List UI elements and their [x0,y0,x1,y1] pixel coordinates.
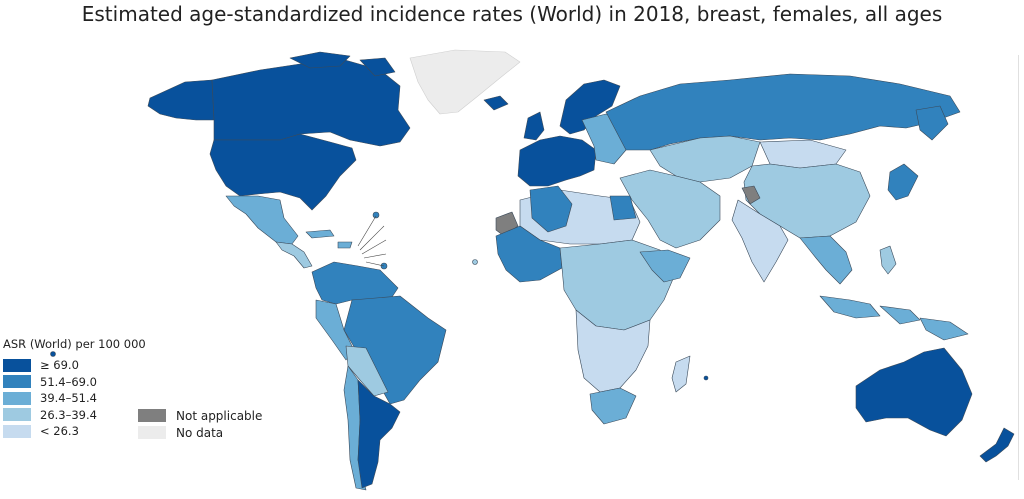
legend-swatch [3,391,31,405]
legend-swatch [3,408,31,422]
region-western-europe[interactable] [517,135,597,187]
legend: ASR (World) per 100 000 ≥ 69.0 51.4–69.0… [3,337,146,440]
legend-label: Not applicable [176,408,263,423]
legend-item: Not applicable [138,407,262,424]
legend-special: Not applicable No data [138,407,262,441]
region-madagascar[interactable] [671,355,691,393]
region-west-africa[interactable] [495,225,563,283]
region-island-dot[interactable] [50,351,56,357]
region-japan[interactable] [887,163,919,201]
map-frame-edge [1018,55,1019,480]
legend-item: ≥ 69.0 [3,357,146,374]
region-new-zealand[interactable] [979,427,1015,463]
region-middle-east[interactable] [619,169,721,249]
region-southeast-asia[interactable] [799,235,853,285]
region-kamchatka[interactable] [915,105,949,141]
region-southern-africa[interactable] [575,309,651,393]
region-south-africa[interactable] [589,387,637,425]
legend-item: 39.4–51.4 [3,390,146,407]
region-central-america[interactable] [275,241,313,269]
legend-label: 51.4–69.0 [40,374,97,389]
region-egypt[interactable] [609,195,637,221]
region-indonesia[interactable] [819,295,969,341]
region-china[interactable] [743,163,871,239]
legend-item: 51.4–69.0 [3,374,146,391]
region-greenland[interactable] [409,49,521,115]
region-australia[interactable] [855,347,973,437]
legend-item: No data [138,424,262,441]
region-scandinavia[interactable] [559,79,621,135]
region-uk-ireland[interactable] [523,111,545,141]
region-argentina[interactable] [357,379,401,489]
region-mongolia[interactable] [759,139,847,169]
region-usa[interactable] [209,133,357,211]
region-mexico[interactable] [225,195,299,245]
legend-swatch [3,358,31,372]
region-canada-islands[interactable] [289,51,396,77]
region-india[interactable] [731,199,789,283]
legend-label: 26.3–39.4 [40,407,97,422]
region-algeria[interactable] [529,185,573,233]
region-philippines[interactable] [879,245,897,275]
region-not-applicable-kashmir[interactable] [741,185,761,205]
legend-swatch [3,375,31,389]
legend-label: ≥ 69.0 [40,358,79,373]
legend-swatch [138,409,166,422]
region-caribbean[interactable] [305,229,353,249]
legend-label: < 26.3 [40,424,79,439]
region-russia[interactable] [605,73,961,151]
legend-item: 26.3–39.4 [3,407,146,424]
map-title: Estimated age-standardized incidence rat… [81,2,943,26]
legend-title: ASR (World) per 100 000 [3,337,146,351]
region-island-dot[interactable] [703,375,709,381]
region-east-africa-horn[interactable] [639,249,691,283]
region-island-dot[interactable] [372,211,380,219]
legend-swatch [138,426,166,439]
region-iceland[interactable] [483,95,509,111]
legend-item: < 26.3 [3,423,146,440]
legend-label: 39.4–51.4 [40,391,97,406]
legend-label: No data [176,425,224,440]
region-island-dot[interactable] [472,259,478,265]
legend-swatch [3,424,31,438]
region-alaska[interactable] [147,79,215,121]
region-central-asia[interactable] [649,135,761,183]
